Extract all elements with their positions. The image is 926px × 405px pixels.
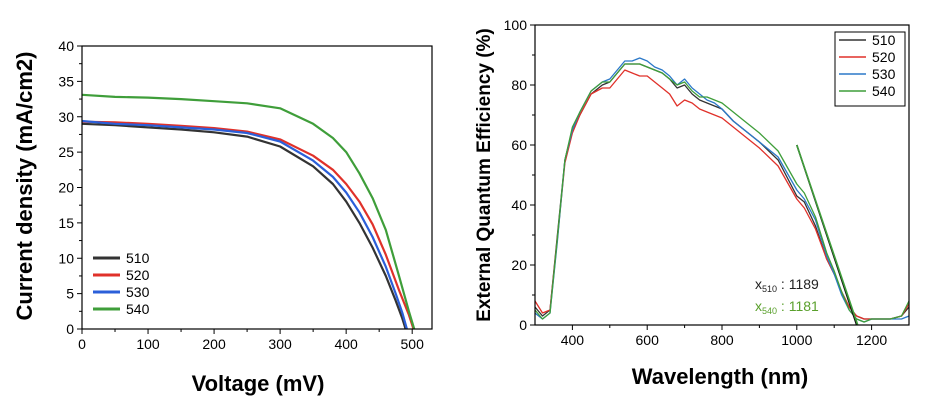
series-line-530: [82, 119, 408, 329]
x-tick-label: 200: [202, 336, 226, 352]
legend-label-530: 530: [126, 284, 150, 300]
series-line-510: [82, 122, 407, 329]
x-tick-label: 0: [78, 336, 86, 352]
x-tick-label: 500: [401, 336, 425, 352]
y-tick-label: 40: [58, 38, 74, 54]
jv-y-axis-title: Current density (mA/cm2): [12, 52, 37, 321]
y-tick-label: 60: [511, 137, 527, 153]
jv-plot-area: 0 100 200 300 400 500051015202530354051052053…: [58, 38, 433, 352]
y-tick-label: 25: [58, 144, 74, 160]
x-tick-label: 100: [136, 336, 160, 352]
legend-label-510: 510: [126, 250, 150, 266]
y-tick-label: 35: [58, 73, 74, 89]
eqe-y-axis-title: External Quantum Efficiency (%): [474, 28, 495, 322]
y-tick-label: 0: [519, 317, 527, 333]
series-line-520: [535, 69, 909, 320]
eqe-chart: 400 600 800 1000 1200 0 20 40 60 80 100 51052053054…: [474, 17, 910, 389]
y-tick-label: 10: [58, 250, 74, 266]
legend-label-530: 530: [872, 66, 896, 82]
series-line-540: [82, 93, 416, 329]
y-tick-label: 0: [66, 321, 74, 337]
y-tick-label: 80: [511, 77, 527, 93]
jv-x-axis-title: Voltage (mV): [192, 371, 325, 396]
x-tick-label: 400: [561, 332, 585, 348]
eqe-x-axis-title: Wavelength (nm): [632, 364, 808, 389]
x-tick-label: 1000: [781, 332, 812, 348]
legend-box: [834, 31, 906, 107]
series-group: [82, 93, 416, 329]
extrapolation-line-1: [796, 144, 859, 325]
y-tick-label: 15: [58, 215, 74, 231]
x-tick-label: 400: [334, 336, 358, 352]
legend-label-510: 510: [872, 32, 896, 48]
eqe-plot-area: 400 600 800 1000 1200 0 20 40 60 80 100 51052053054…: [504, 17, 910, 348]
legend-label-540: 540: [872, 83, 896, 99]
legend-label-520: 520: [872, 49, 896, 65]
y-tick-label: 5: [66, 286, 74, 302]
x-tick-label: 300: [268, 336, 292, 352]
jv-chart: 0 100 200 300 400 500051015202530354051052053…: [12, 38, 433, 396]
series-line-520: [82, 120, 415, 329]
x-tick-label: 1200: [856, 332, 887, 348]
series-group: [535, 57, 909, 325]
x-tick-label: 600: [636, 332, 660, 348]
series-line-540: [535, 63, 909, 323]
y-tick-label: 100: [504, 17, 528, 33]
legend-label-520: 520: [126, 267, 150, 283]
x-tick-label: 800: [710, 332, 734, 348]
y-tick-label: 30: [58, 109, 74, 125]
legend-label-540: 540: [126, 301, 150, 317]
annotation-540: x540 : 1181: [755, 298, 819, 316]
y-tick-label: 20: [58, 180, 74, 196]
y-tick-label: 20: [511, 257, 527, 273]
y-tick-label: 40: [511, 197, 527, 213]
annotation-510: x510 : 1189: [755, 276, 819, 294]
